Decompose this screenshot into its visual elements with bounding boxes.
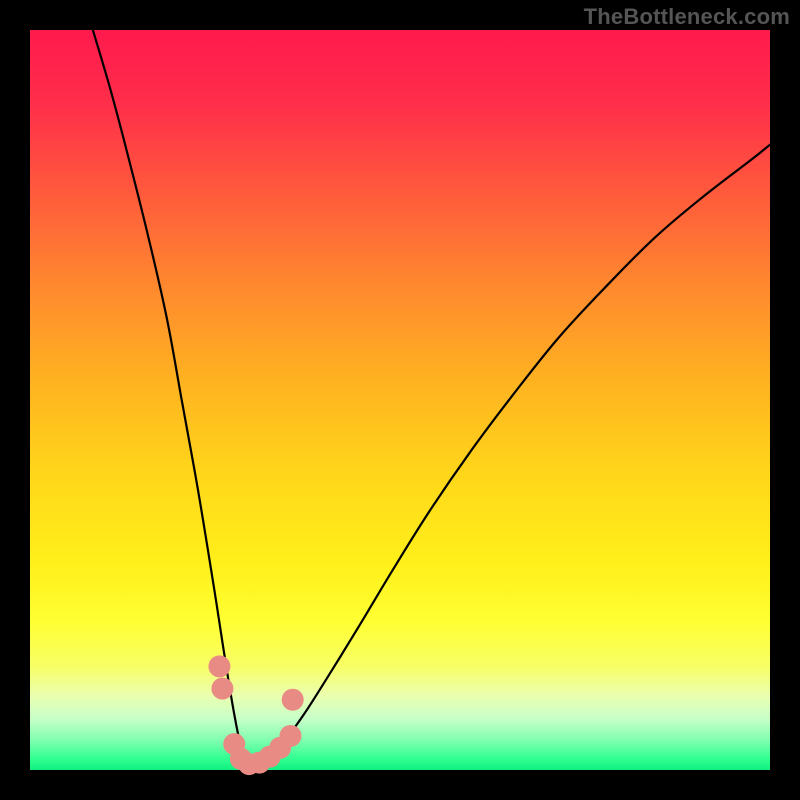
data-marker	[211, 678, 233, 700]
data-marker	[208, 655, 230, 677]
watermark-text: TheBottleneck.com	[584, 4, 790, 30]
chart-container: TheBottleneck.com	[0, 0, 800, 800]
data-marker	[279, 725, 301, 747]
plot-background	[30, 30, 770, 770]
data-marker	[282, 689, 304, 711]
bottleneck-plot	[0, 0, 800, 800]
